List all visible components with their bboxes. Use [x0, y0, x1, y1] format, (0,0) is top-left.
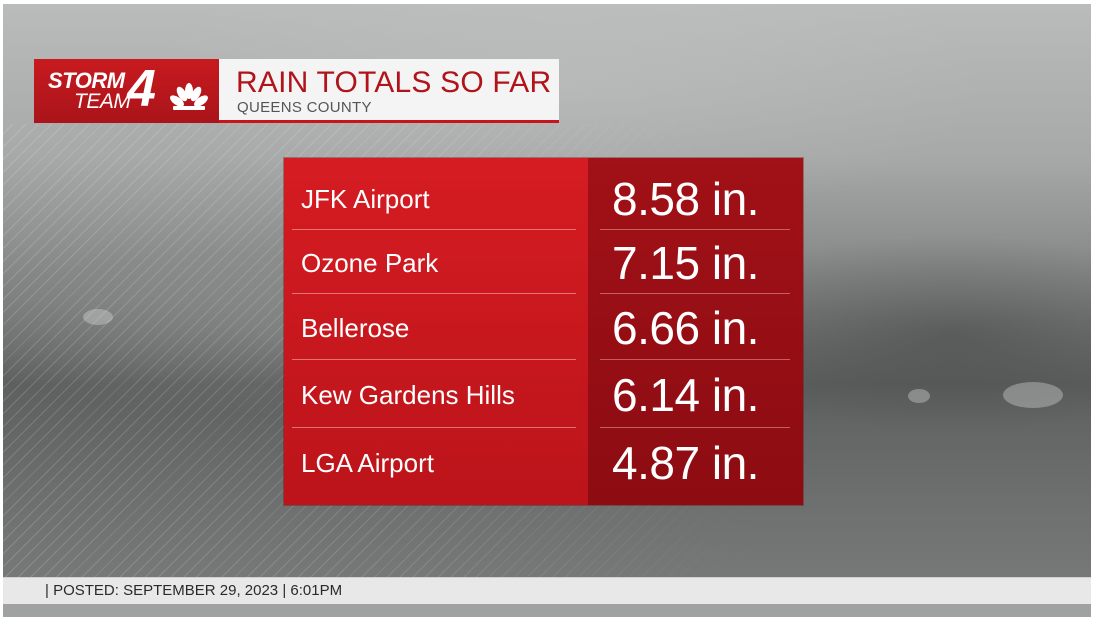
row-divider [600, 359, 790, 360]
raindrop-splash [908, 389, 930, 403]
location-label: Kew Gardens Hills [301, 380, 515, 410]
table-row: Bellerose 6.66 in. [284, 295, 803, 361]
posted-bar: | POSTED: SEPTEMBER 29, 2023 | 6:01PM [3, 577, 1091, 604]
location-label: Bellerose [301, 313, 410, 343]
row-divider [600, 229, 790, 230]
rain-background: STORM TEAM 4 RAIN TOTALS SO FAR QUEENS C… [3, 4, 1091, 617]
location-label: LGA Airport [301, 448, 434, 478]
table-row: LGA Airport 4.87 in. [284, 430, 803, 496]
rain-amount: 4.87 in. [612, 437, 759, 489]
posted-timestamp: | POSTED: SEPTEMBER 29, 2023 | 6:01PM [45, 582, 343, 599]
logo-storm-text: STORM [48, 68, 125, 93]
storm-team-4-logo: STORM TEAM 4 [34, 59, 219, 123]
nbc-peacock-icon [170, 83, 208, 110]
location-label: JFK Airport [301, 184, 430, 214]
row-divider [292, 229, 576, 230]
row-divider [600, 293, 790, 294]
rain-amount: 7.15 in. [612, 237, 759, 289]
amount-column [588, 158, 803, 505]
table-row: JFK Airport 8.58 in. [284, 166, 803, 232]
row-divider [292, 359, 576, 360]
raindrop-splash [83, 309, 113, 325]
page-subtitle: QUEENS COUNTY [237, 99, 372, 116]
table-row: Ozone Park 7.15 in. [284, 230, 803, 296]
page-title: RAIN TOTALS SO FAR [236, 66, 552, 99]
row-divider [292, 427, 576, 428]
row-divider [292, 293, 576, 294]
logo-team-text: TEAM [74, 90, 131, 113]
row-divider [600, 427, 790, 428]
rain-totals-table: JFK Airport 8.58 in. Ozone Park 7.15 in.… [284, 158, 803, 505]
title-panel: RAIN TOTALS SO FAR QUEENS COUNTY [219, 59, 559, 123]
bottom-strip [3, 604, 1091, 617]
rain-amount: 6.14 in. [612, 369, 759, 421]
logo-number: 4 [127, 60, 156, 118]
rain-amount: 8.58 in. [612, 173, 759, 225]
rain-amount: 6.66 in. [612, 302, 759, 354]
location-label: Ozone Park [301, 248, 439, 278]
raindrop-splash [1003, 382, 1063, 408]
table-row: Kew Gardens Hills 6.14 in. [284, 362, 803, 428]
